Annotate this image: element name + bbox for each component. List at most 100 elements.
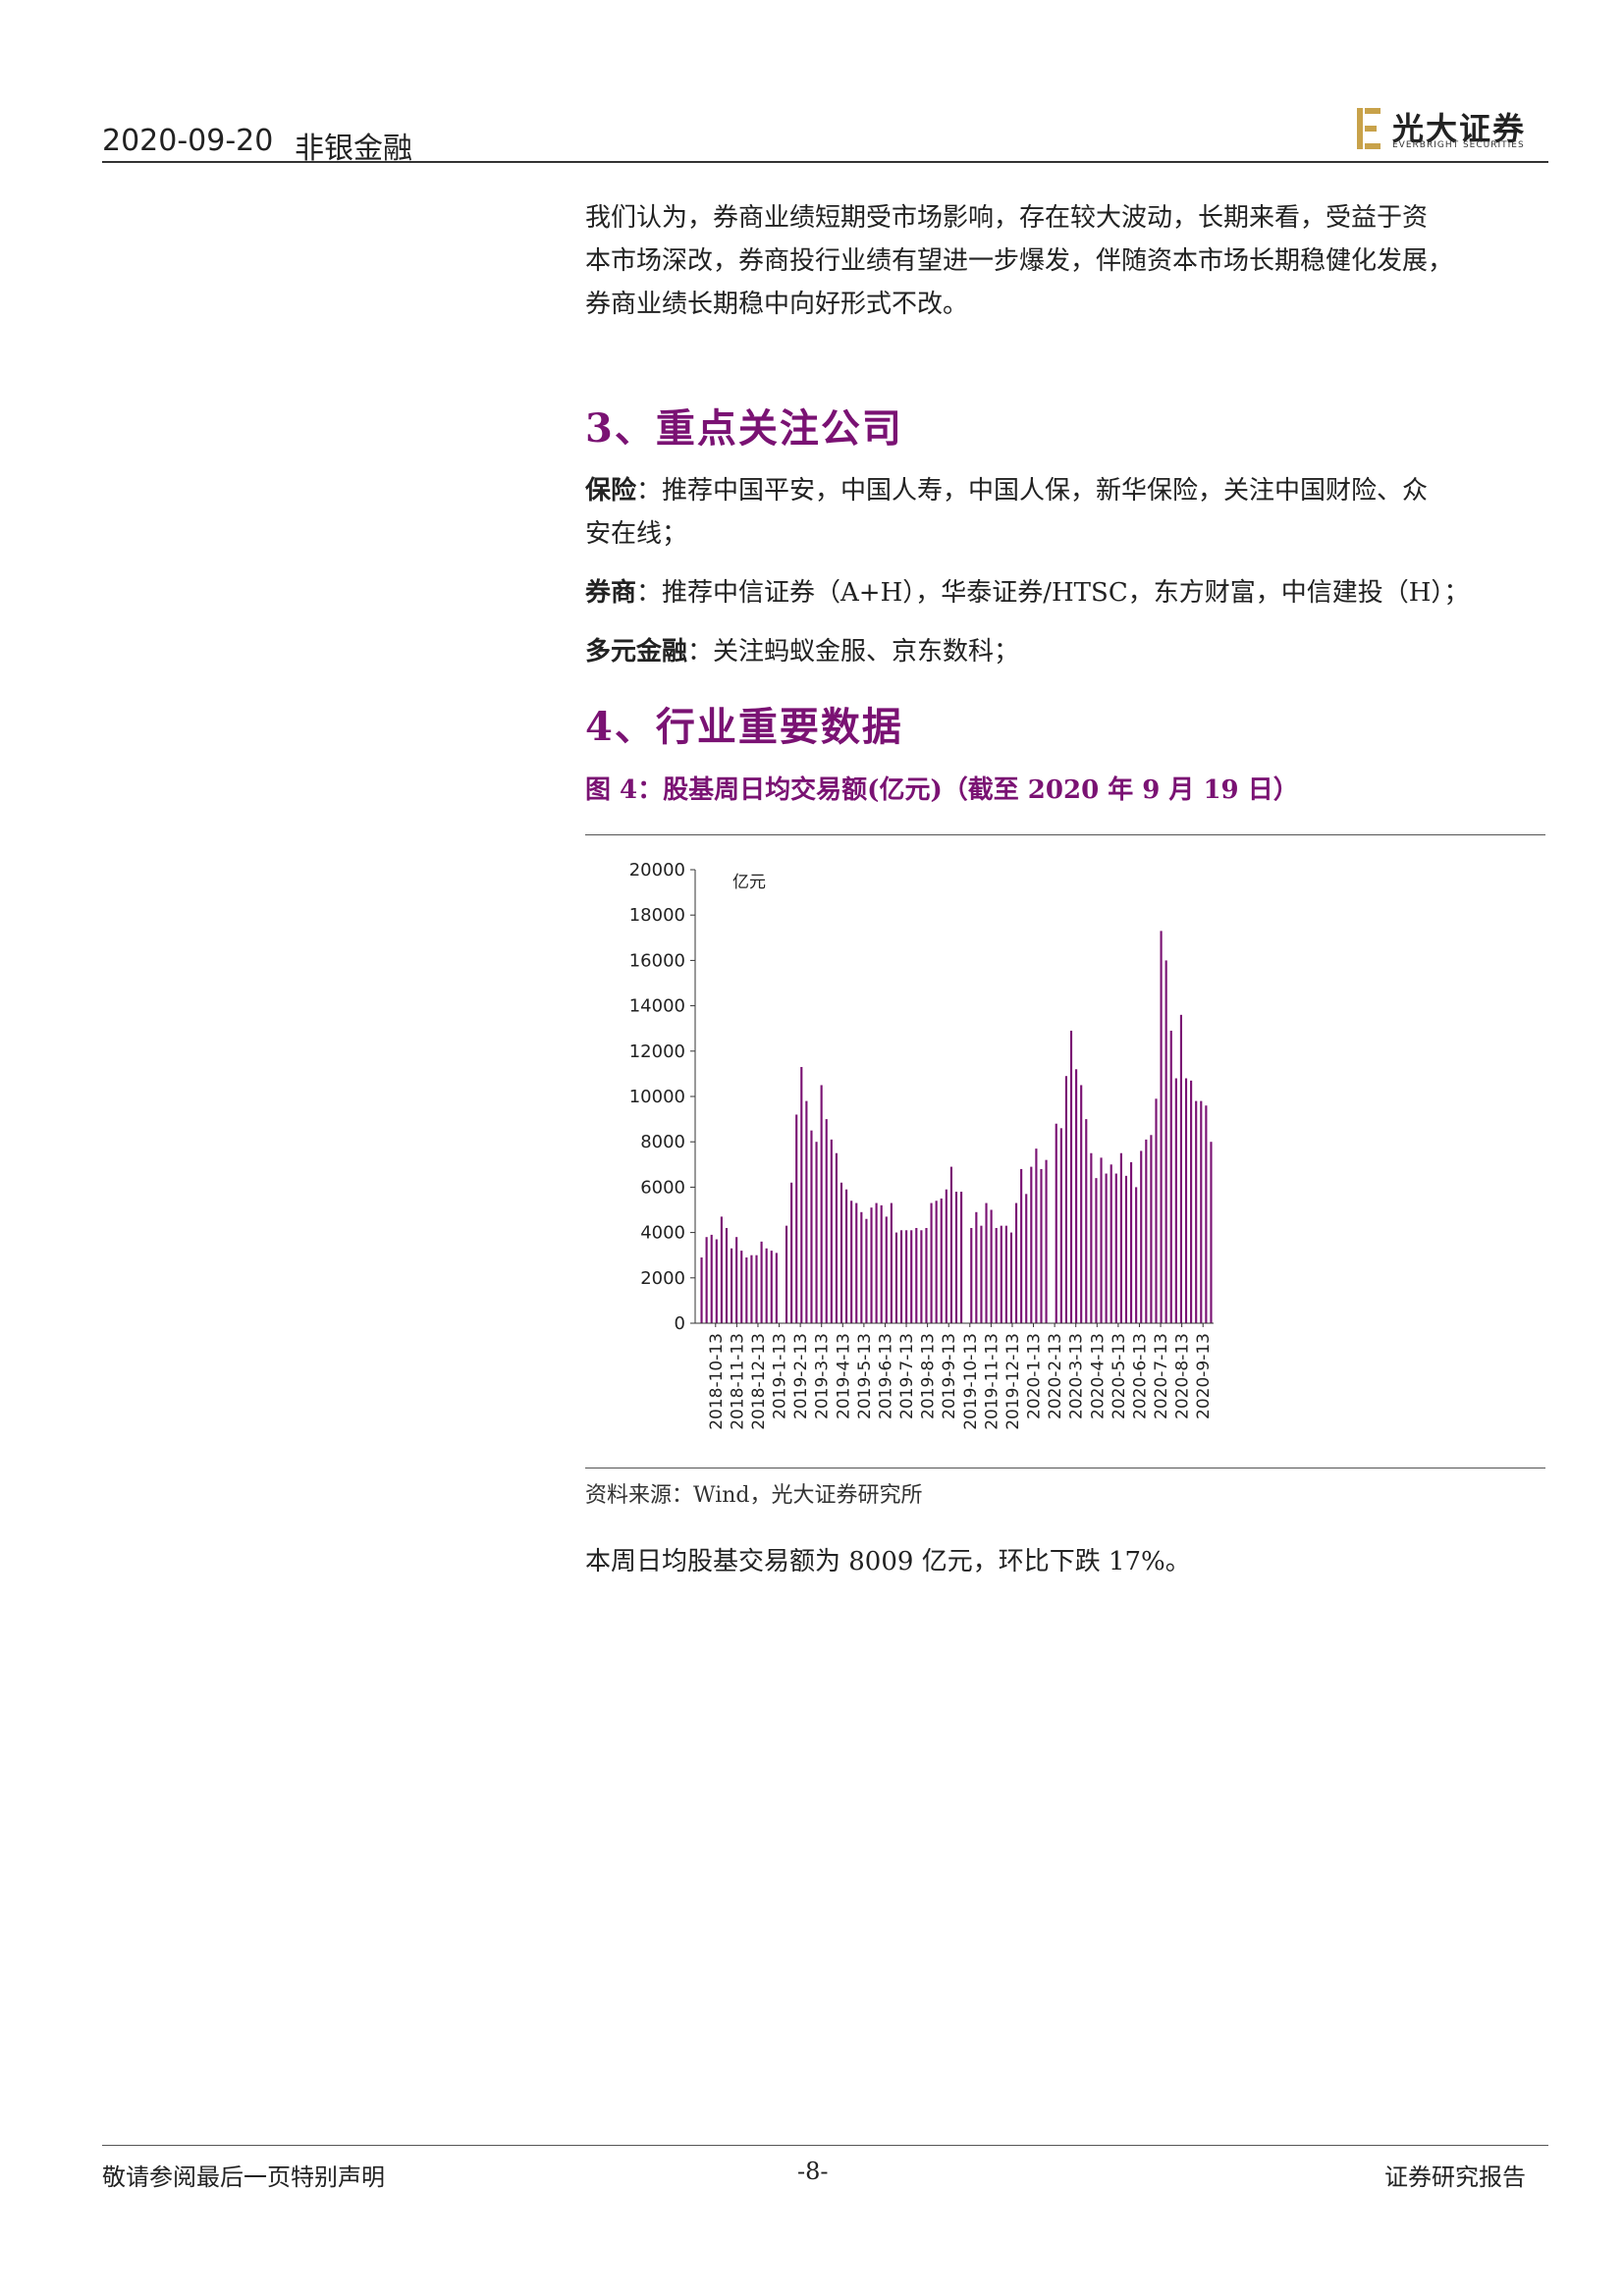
insurance-text-1: ：推荐中国平安，中国人寿，中国人保，新华保险，关注中国财险、众 [636, 476, 1429, 506]
bar [1105, 1173, 1108, 1323]
bar [1080, 1085, 1083, 1323]
x-tick-label: 2020-6-13 [1130, 1333, 1150, 1419]
bar [1164, 960, 1167, 1323]
y-tick-label: 16000 [629, 950, 685, 971]
bar [1035, 1148, 1038, 1323]
bar [910, 1230, 913, 1323]
x-tick-label: 2020-8-13 [1173, 1333, 1193, 1419]
bar [1190, 1080, 1193, 1323]
y-tick-label: 14000 [629, 996, 685, 1017]
bar [1000, 1225, 1002, 1323]
y-tick-label: 20000 [629, 860, 685, 881]
bar [1155, 1098, 1158, 1323]
bar [735, 1237, 738, 1323]
intro-line-3: 券商业绩长期稳中向好形式不改。 [585, 290, 969, 319]
x-tick-label: 2020-7-13 [1152, 1333, 1171, 1419]
x-tick-label: 2019-3-13 [813, 1333, 833, 1419]
chart-unit-label: 亿元 [732, 873, 766, 892]
bar [1135, 1187, 1138, 1323]
bar [1124, 1175, 1128, 1323]
x-tick-label: 2020-9-13 [1194, 1333, 1214, 1419]
everbright-logo-icon [1355, 106, 1384, 151]
bar [1030, 1166, 1033, 1323]
x-tick-label: 2018-12-13 [749, 1333, 769, 1430]
y-tick-label: 12000 [629, 1041, 685, 1062]
bar [815, 1142, 818, 1323]
bar [1129, 1161, 1133, 1323]
bar [860, 1211, 863, 1323]
bar [1090, 1152, 1093, 1323]
page-number: -8- [797, 2158, 829, 2185]
bar [1114, 1173, 1117, 1323]
bar [1004, 1225, 1007, 1323]
bar [1184, 1078, 1188, 1323]
x-tick-label: 2018-10-13 [707, 1333, 727, 1430]
trading-volume-bar-chart: 0 2000 4000 6000 8000 10000 12000 14000 16000 180… [629, 860, 1214, 1430]
y-tick-label: 18000 [629, 905, 685, 926]
header-divider [102, 161, 1548, 163]
bar [1095, 1178, 1098, 1323]
bar [1110, 1164, 1112, 1323]
bar [935, 1201, 938, 1323]
bar [985, 1202, 988, 1323]
x-tick-label: 2018-11-13 [728, 1333, 747, 1430]
bar [1045, 1159, 1048, 1323]
intro-line-1: 我们认为，券商业绩短期受市场影响，存在较大波动，长期来看，受益于资 [585, 203, 1429, 233]
bar [870, 1207, 873, 1323]
section-4-heading: 4、行业重要数据 [585, 704, 903, 750]
x-tick-label: 2019-11-13 [982, 1333, 1001, 1430]
section-3-heading: 3、重点关注公司 [585, 405, 903, 452]
bar [970, 1227, 973, 1323]
x-tick-label: 2020-3-13 [1067, 1333, 1087, 1419]
x-tick-label: 2019-1-13 [771, 1333, 790, 1419]
bar [990, 1209, 993, 1323]
bar [1069, 1031, 1073, 1323]
bar [810, 1130, 813, 1323]
bar [1145, 1139, 1148, 1323]
y-tick-label: 2000 [640, 1268, 685, 1289]
bar [855, 1202, 858, 1323]
figure-source: 资料来源：Wind，光大证券研究所 [585, 1483, 923, 1508]
bar [1075, 1069, 1078, 1323]
bar [865, 1218, 868, 1323]
bar [850, 1201, 853, 1323]
x-tick-label: 2019-12-13 [1003, 1333, 1023, 1430]
header-date: 2020-09-20 [102, 124, 274, 158]
x-tick-label: 2019-4-13 [834, 1333, 853, 1419]
bar [1169, 1031, 1172, 1323]
x-tick-label: 2019-6-13 [876, 1333, 895, 1419]
bar [1200, 1100, 1203, 1323]
x-tick-label: 2019-5-13 [855, 1333, 875, 1419]
bar [1064, 1076, 1067, 1323]
bar [805, 1100, 808, 1323]
bar [710, 1234, 713, 1323]
bar [880, 1204, 883, 1323]
bar [1174, 1078, 1177, 1323]
footer-report-type: 证券研究报告 [1384, 2163, 1526, 2191]
x-tick-label: 2020-2-13 [1046, 1333, 1065, 1419]
bar [1140, 1150, 1143, 1323]
insurance-paragraph: 保险：推荐中国平安，中国人寿，中国人保，新华保险，关注中国财险、众 安在线； [585, 469, 1538, 556]
diversified-text: ：关注蚂蚁金服、京东数科； [687, 637, 1020, 667]
bar [740, 1251, 743, 1323]
bar [875, 1202, 878, 1323]
bar [825, 1119, 828, 1323]
figure-summary: 本周日均股基交易额为 8009 亿元，环比下跌 17%。 [585, 1547, 1191, 1576]
bar [1100, 1157, 1103, 1323]
diversified-paragraph: 多元金融：关注蚂蚁金服、京东数科； [585, 630, 1538, 673]
bar [760, 1241, 763, 1323]
bar [730, 1248, 733, 1323]
bar [1119, 1152, 1122, 1323]
bar [705, 1237, 708, 1323]
bar [745, 1257, 748, 1323]
x-tick-label: 2019-10-13 [961, 1333, 981, 1430]
bar [899, 1230, 903, 1323]
bar [775, 1253, 778, 1323]
x-tick-label: 2019-9-13 [940, 1333, 959, 1419]
bar [1025, 1194, 1028, 1323]
bar [980, 1225, 983, 1323]
bar [1160, 931, 1163, 1323]
intro-line-2: 本市场深改，券商投行业绩有望进一步爆发，伴随资本市场长期稳健化发展， [585, 246, 1454, 276]
bar [905, 1230, 908, 1323]
bar [1179, 1014, 1183, 1323]
